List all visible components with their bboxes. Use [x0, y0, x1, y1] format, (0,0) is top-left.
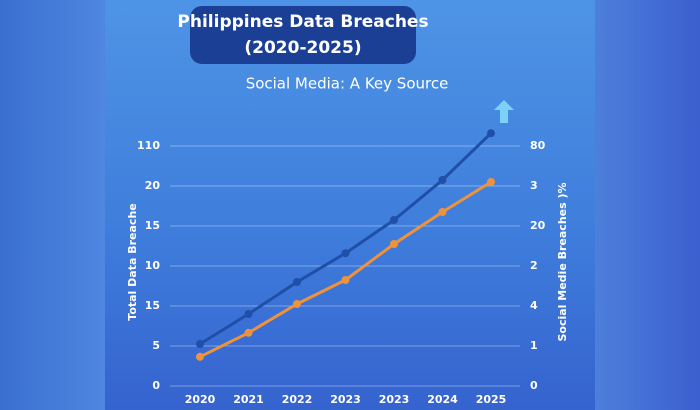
- point: [244, 328, 253, 337]
- y-tick-label: 110: [137, 139, 160, 152]
- x-tick-label: 2023: [379, 393, 410, 406]
- chart-title: (2020-2025): [244, 38, 361, 58]
- x-tick-label: 2020: [185, 393, 216, 406]
- series-line: [199, 180, 492, 359]
- point: [244, 310, 253, 318]
- point: [390, 216, 398, 224]
- point: [487, 178, 495, 186]
- x-tick-label: 2024: [427, 393, 458, 406]
- y2-tick-label: 0: [530, 379, 538, 392]
- y-tick-label: 20: [145, 179, 161, 192]
- point: [438, 208, 447, 216]
- point: [196, 352, 204, 361]
- y2-tick-label: 2: [530, 259, 538, 272]
- point: [293, 300, 301, 308]
- y-axis-label: Total Data Breache: [126, 203, 139, 320]
- y2-tick-label: 4: [530, 299, 538, 312]
- x-tick-label: 2021: [233, 393, 264, 406]
- x-tick-label: 2022: [282, 393, 313, 406]
- point: [196, 340, 204, 348]
- y2-axis-label: Social Medie Breaches )%: [556, 182, 569, 341]
- x-tick-label: 2023: [330, 393, 361, 406]
- title-box: [190, 6, 416, 64]
- point: [341, 249, 350, 258]
- point: [438, 176, 447, 184]
- point: [293, 278, 301, 286]
- y2-tick-label: 1: [530, 339, 538, 352]
- point: [390, 240, 398, 248]
- y-tick-label: 5: [152, 339, 160, 352]
- y-tick-label: 10: [145, 259, 161, 272]
- chart-subtitle: Social Media: A Key Source: [246, 75, 449, 93]
- point: [487, 129, 495, 138]
- y2-tick-label: 20: [530, 219, 546, 232]
- panel: [105, 0, 595, 410]
- y2-tick-label: 3: [530, 179, 538, 192]
- point: [341, 276, 350, 284]
- y2-tick-label: 80: [530, 139, 546, 152]
- chart-title: Philippines Data Breaches: [177, 12, 428, 32]
- x-tick-label: 2025: [476, 393, 507, 406]
- y-tick-label: 0: [152, 379, 160, 392]
- arrow-icon: [494, 100, 514, 123]
- y-tick-label: 15: [145, 219, 160, 232]
- y-tick-label: 15: [145, 299, 160, 312]
- series-line: [199, 132, 493, 346]
